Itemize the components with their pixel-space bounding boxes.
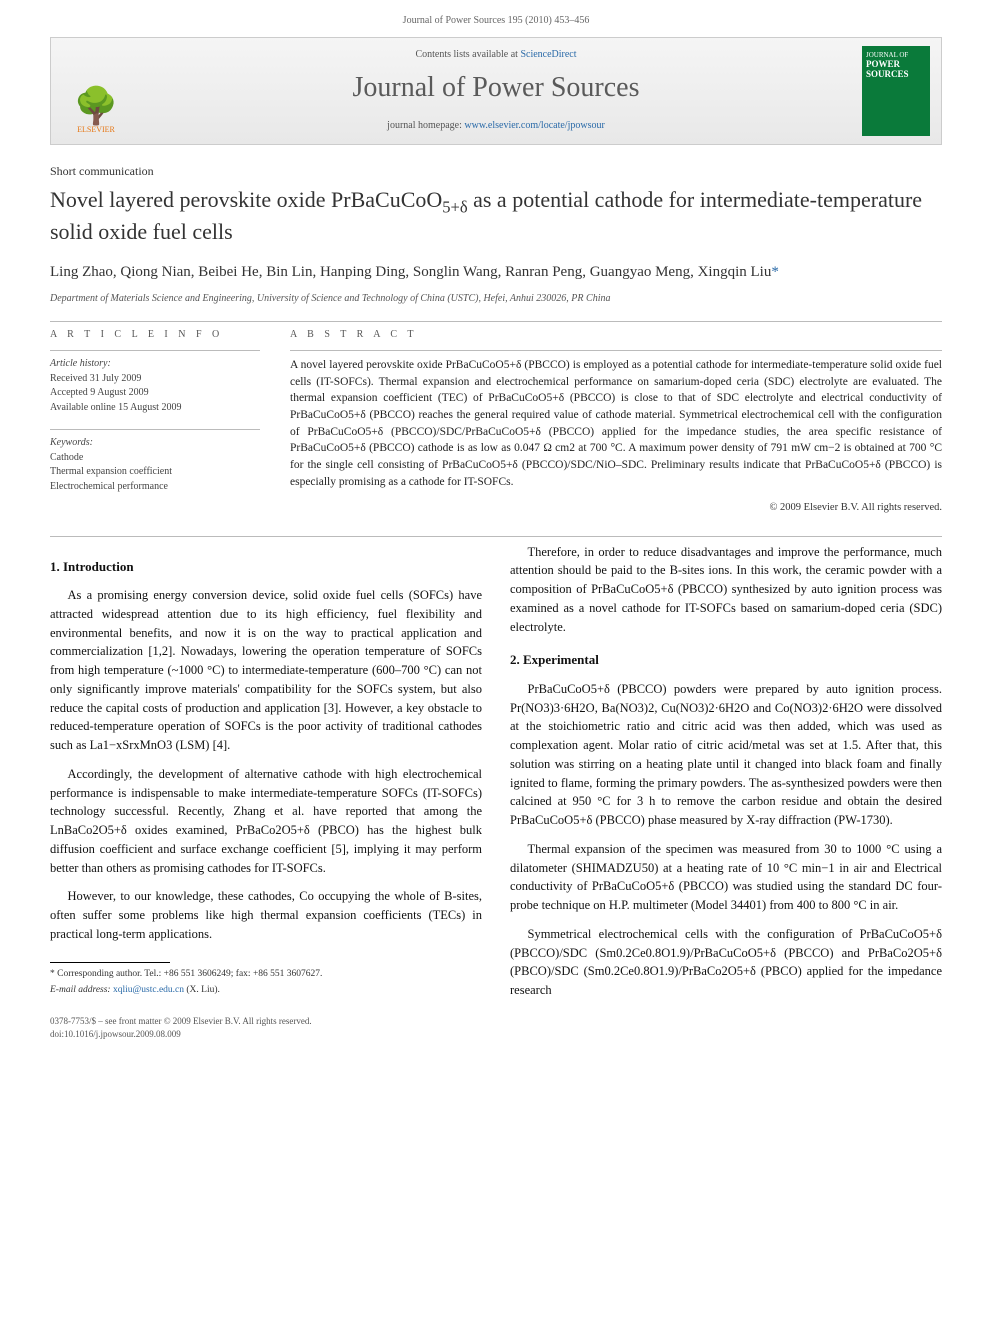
journal-cover-thumb: JOURNAL OF POWER SOURCES bbox=[862, 46, 930, 136]
banner-center: Contents lists available at ScienceDirec… bbox=[141, 38, 851, 144]
sciencedirect-link[interactable]: ScienceDirect bbox=[520, 49, 576, 60]
front-matter-line: 0378-7753/$ – see front matter © 2009 El… bbox=[50, 1015, 942, 1028]
email-note: E-mail address: xqliu@ustc.edu.cn (X. Li… bbox=[50, 983, 482, 997]
author-list: Ling Zhao, Qiong Nian, Beibei He, Bin Li… bbox=[50, 262, 942, 284]
corresponding-author-link[interactable]: * bbox=[771, 264, 779, 280]
section-heading-intro: 1. Introduction bbox=[50, 557, 482, 577]
body-paragraph: PrBaCuCoO5+δ (PBCCO) powders were prepar… bbox=[510, 680, 942, 830]
contents-line: Contents lists available at ScienceDirec… bbox=[141, 48, 851, 63]
section-heading-experimental: 2. Experimental bbox=[510, 650, 942, 670]
body-text: 1. Introduction As a promising energy co… bbox=[50, 543, 942, 1005]
footnotes-block: * Corresponding author. Tel.: +86 551 36… bbox=[50, 967, 482, 998]
publisher-logo-cell: 🌳 ELSEVIER bbox=[51, 38, 141, 144]
divider bbox=[50, 536, 942, 537]
affiliation: Department of Materials Science and Engi… bbox=[50, 292, 942, 307]
keyword: Thermal expansion coefficient bbox=[50, 465, 260, 480]
abstract-heading: A B S T R A C T bbox=[290, 328, 942, 343]
divider bbox=[50, 321, 942, 322]
article-history-block: Article history: Received 31 July 2009 A… bbox=[50, 357, 260, 415]
abstract-column: A B S T R A C T A novel layered perovski… bbox=[290, 328, 942, 516]
corresponding-author-note: * Corresponding author. Tel.: +86 551 36… bbox=[50, 967, 482, 981]
running-header: Journal of Power Sources 195 (2010) 453–… bbox=[0, 0, 992, 37]
page-footer: 0378-7753/$ – see front matter © 2009 El… bbox=[0, 1005, 992, 1061]
online-date: Available online 15 August 2009 bbox=[50, 401, 260, 416]
article-content: Short communication Novel layered perovs… bbox=[0, 163, 992, 1005]
publisher-name: ELSEVIER bbox=[77, 124, 115, 136]
body-paragraph: As a promising energy conversion device,… bbox=[50, 586, 482, 755]
journal-banner: 🌳 ELSEVIER Contents lists available at S… bbox=[50, 37, 942, 145]
body-paragraph: Symmetrical electrochemical cells with t… bbox=[510, 925, 942, 1000]
info-abstract-row: A R T I C L E I N F O Article history: R… bbox=[50, 328, 942, 516]
body-paragraph: Accordingly, the development of alternat… bbox=[50, 765, 482, 878]
footnote-separator bbox=[50, 962, 170, 963]
homepage-link[interactable]: www.elsevier.com/locate/jpowsour bbox=[464, 120, 604, 131]
divider bbox=[50, 429, 260, 430]
keywords-block: Keywords: Cathode Thermal expansion coef… bbox=[50, 436, 260, 494]
copyright-line: © 2009 Elsevier B.V. All rights reserved… bbox=[290, 500, 942, 515]
received-date: Received 31 July 2009 bbox=[50, 372, 260, 387]
keyword: Electrochemical performance bbox=[50, 480, 260, 495]
info-heading: A R T I C L E I N F O bbox=[50, 328, 260, 343]
abstract-text: A novel layered perovskite oxide PrBaCuC… bbox=[290, 357, 942, 490]
elsevier-logo: 🌳 ELSEVIER bbox=[61, 56, 131, 136]
journal-reference: Journal of Power Sources 195 (2010) 453–… bbox=[403, 15, 590, 26]
journal-title: Journal of Power Sources bbox=[141, 68, 851, 109]
body-paragraph: Thermal expansion of the specimen was me… bbox=[510, 840, 942, 915]
divider bbox=[290, 350, 942, 351]
divider bbox=[50, 350, 260, 351]
article-title: Novel layered perovskite oxide PrBaCuCoO… bbox=[50, 186, 942, 246]
body-paragraph: However, to our knowledge, these cathode… bbox=[50, 887, 482, 943]
article-type: Short communication bbox=[50, 163, 942, 180]
keyword: Cathode bbox=[50, 451, 260, 466]
body-paragraph: Therefore, in order to reduce disadvanta… bbox=[510, 543, 942, 637]
article-info-column: A R T I C L E I N F O Article history: R… bbox=[50, 328, 260, 516]
doi-line: doi:10.1016/j.jpowsour.2009.08.009 bbox=[50, 1028, 942, 1041]
author-email-link[interactable]: xqliu@ustc.edu.cn bbox=[113, 985, 184, 995]
elsevier-tree-icon: 🌳 bbox=[74, 88, 119, 124]
history-label: Article history: bbox=[50, 357, 260, 372]
cover-cell: JOURNAL OF POWER SOURCES bbox=[851, 38, 941, 144]
homepage-line: journal homepage: www.elsevier.com/locat… bbox=[141, 119, 851, 134]
keywords-label: Keywords: bbox=[50, 436, 260, 451]
accepted-date: Accepted 9 August 2009 bbox=[50, 386, 260, 401]
cover-label-main: POWER SOURCES bbox=[866, 60, 926, 80]
